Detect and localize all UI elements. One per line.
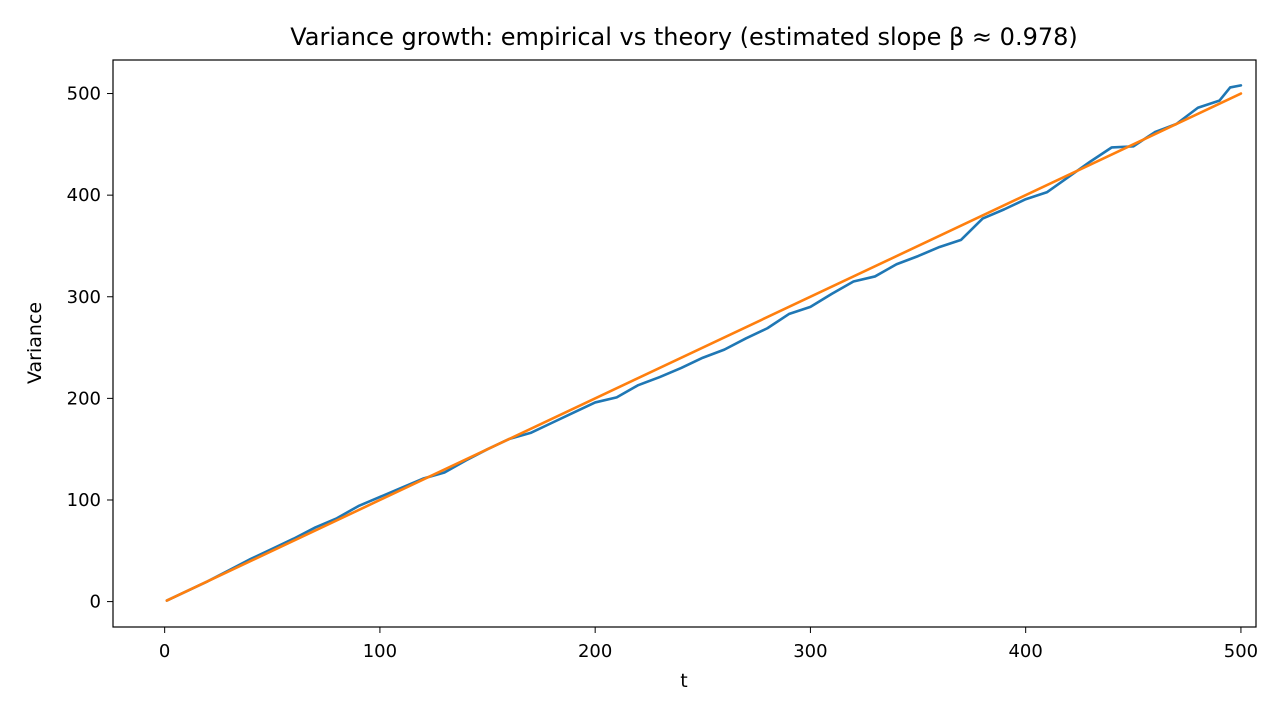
x-tick-label: 200 bbox=[578, 641, 612, 662]
chart-title: Variance growth: empirical vs theory (es… bbox=[290, 23, 1078, 51]
x-tick-label: 300 bbox=[793, 641, 827, 662]
plot-area: 0 100 200 300 400 500 0 100 200 300 400 500 bbox=[67, 59, 1258, 662]
theory-line bbox=[165, 92, 1243, 602]
series-group bbox=[165, 84, 1243, 602]
x-axis-ticks: 0 100 200 300 400 500 bbox=[159, 627, 1258, 662]
y-axis-ticks: 0 100 200 300 400 500 bbox=[67, 84, 113, 613]
x-tick-label: 100 bbox=[363, 641, 397, 662]
x-tick-label: 0 bbox=[159, 641, 170, 662]
y-tick-label: 400 bbox=[67, 185, 101, 206]
y-tick-label: 0 bbox=[90, 592, 101, 613]
x-tick-label: 400 bbox=[1008, 641, 1042, 662]
plot-frame bbox=[112, 59, 1257, 628]
y-axis-label: Variance bbox=[24, 302, 46, 384]
y-tick-label: 200 bbox=[67, 388, 101, 409]
y-tick-label: 500 bbox=[67, 84, 101, 105]
x-tick-label: 500 bbox=[1224, 641, 1258, 662]
x-axis-label: t bbox=[680, 670, 687, 692]
y-tick-label: 300 bbox=[67, 287, 101, 308]
y-tick-label: 100 bbox=[67, 490, 101, 511]
